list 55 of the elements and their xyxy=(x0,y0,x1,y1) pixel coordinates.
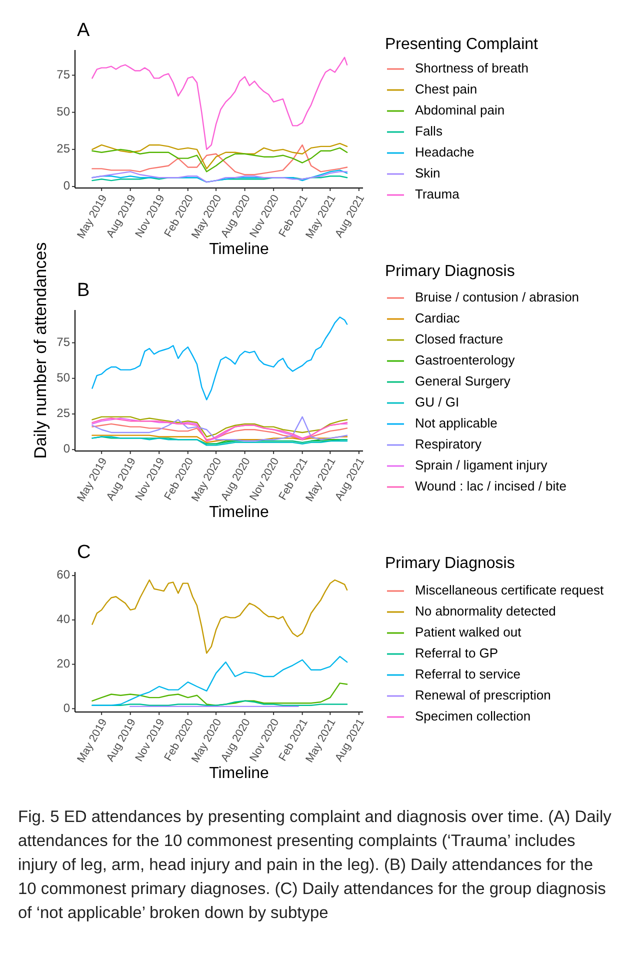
legend-label: Closed fracture xyxy=(415,331,504,346)
y-tick-label: 0 xyxy=(63,442,70,456)
y-axis-title: Daily number of attendances xyxy=(31,242,50,459)
y-tick-label: 25 xyxy=(56,142,70,156)
legend-title: Presenting Complaint xyxy=(385,36,539,54)
chart-title: C xyxy=(77,542,91,563)
legend-label: General Surgery xyxy=(415,373,511,388)
y-tick-label: 50 xyxy=(56,104,70,118)
legend-label: Patient walked out xyxy=(415,624,522,640)
y-tick-label: 0 xyxy=(63,178,70,193)
legend-label: Specimen collection xyxy=(415,708,531,724)
y-tick-label: 25 xyxy=(56,406,70,420)
legend-label: Miscellaneous certificate request xyxy=(415,582,604,598)
y-tick-label: 60 xyxy=(56,568,70,582)
legend-label: Falls xyxy=(415,123,443,138)
line-series xyxy=(92,142,348,170)
line-series xyxy=(92,316,348,400)
line-series xyxy=(92,423,348,440)
legend-label: Not applicable xyxy=(415,415,498,430)
legend-label: Wound : lac / incised / bite xyxy=(415,478,567,494)
legend-label: Renewal of prescription xyxy=(415,687,551,702)
y-tick-label: 20 xyxy=(56,656,70,670)
legend-label: Referral to GP xyxy=(415,645,498,660)
legend-label: Respiratory xyxy=(415,436,482,452)
line-series xyxy=(92,416,348,438)
line-series xyxy=(92,579,348,654)
x-axis-title: Timeline xyxy=(209,241,270,258)
y-tick-label: 50 xyxy=(56,370,70,385)
legend-label: Shortness of breath xyxy=(415,60,528,76)
y-tick-label: 75 xyxy=(56,67,70,82)
line-series xyxy=(92,682,348,706)
x-axis-title: Timeline xyxy=(209,504,270,521)
y-tick-label: 75 xyxy=(56,334,70,349)
legend-label: Headache xyxy=(415,144,474,160)
y-tick-label: 40 xyxy=(56,612,70,626)
y-tick-label: 0 xyxy=(63,700,70,715)
legend-label: Cardiac xyxy=(415,310,460,326)
legend-label: Abdominal pain xyxy=(415,102,505,118)
legend-label: Chest pain xyxy=(415,81,478,96)
legend-label: Sprain / ligament injury xyxy=(415,457,548,472)
line-series xyxy=(92,656,348,706)
line-series xyxy=(92,56,348,150)
legend-label: No abnormality detected xyxy=(415,603,556,618)
caption: Fig. 5 ED attendances by presenting complaint and diagnosis over time. (A) Daily attendances for the 10 commonest presenting complaints (‘Trauma’ includes injury of leg, arm, head injury and pain in the leg). (B) Daily attendances for the 10 commonest primary diagnoses. (C) Daily attendances for the group diagnosis of ‘not applicable’ broken down by subtype xyxy=(18,808,612,922)
legend-label: GU / GI xyxy=(415,394,460,410)
legend-label: Referral to service xyxy=(415,666,520,682)
legend-title: Primary Diagnosis xyxy=(385,263,515,280)
legend-label: Skin xyxy=(415,165,440,180)
legend-label: Trauma xyxy=(415,186,460,202)
legend-label: Gastroenterology xyxy=(415,352,516,368)
chart-title: B xyxy=(77,280,90,301)
legend-title: Primary Diagnosis xyxy=(385,555,515,572)
chart-title: A xyxy=(77,20,90,41)
x-axis-title: Timeline xyxy=(209,765,270,782)
legend-label: Bruise / contusion / abrasion xyxy=(415,289,580,304)
